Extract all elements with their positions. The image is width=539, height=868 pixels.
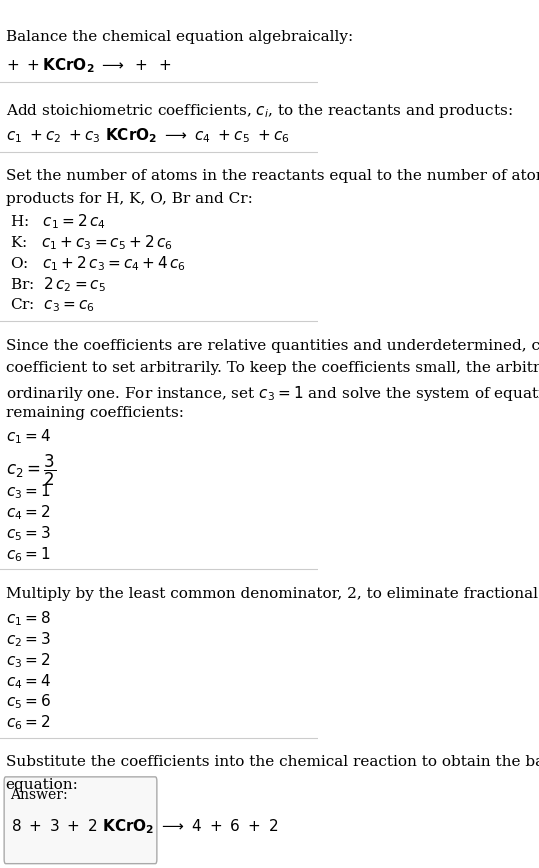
- Text: ordinarily one. For instance, set $c_3 = 1$ and solve the system of equations fo: ordinarily one. For instance, set $c_3 =…: [6, 384, 539, 403]
- Text: $c_6 = 1$: $c_6 = 1$: [6, 545, 50, 564]
- Text: $c_5 = 3$: $c_5 = 3$: [6, 524, 51, 543]
- Text: Substitute the coefficients into the chemical reaction to obtain the balanced: Substitute the coefficients into the che…: [6, 755, 539, 769]
- Text: Balance the chemical equation algebraically:: Balance the chemical equation algebraica…: [6, 30, 353, 44]
- Text: equation:: equation:: [6, 778, 79, 792]
- Text: K:   $c_1 + c_3 = c_5 + 2\,c_6$: K: $c_1 + c_3 = c_5 + 2\,c_6$: [10, 233, 172, 253]
- Text: Multiply by the least common denominator, 2, to eliminate fractional coefficient: Multiply by the least common denominator…: [6, 587, 539, 601]
- Text: remaining coefficients:: remaining coefficients:: [6, 406, 184, 420]
- Text: Br:  $2\,c_2 = c_5$: Br: $2\,c_2 = c_5$: [10, 275, 106, 294]
- Text: Set the number of atoms in the reactants equal to the number of atoms in the: Set the number of atoms in the reactants…: [6, 169, 539, 183]
- Text: $c_4 = 2$: $c_4 = 2$: [6, 503, 50, 523]
- Text: coefficient to set arbitrarily. To keep the coefficients small, the arbitrary va: coefficient to set arbitrarily. To keep …: [6, 361, 539, 375]
- Text: Add stoichiometric coefficients, $c_i$, to the reactants and products:: Add stoichiometric coefficients, $c_i$, …: [6, 102, 513, 120]
- Text: products for H, K, O, Br and Cr:: products for H, K, O, Br and Cr:: [6, 192, 253, 206]
- Text: Answer:: Answer:: [10, 788, 68, 802]
- Text: $8\ +\ 3\ +\ 2\ \mathbf{KCrO_2}\ \longrightarrow\ 4\ +\ 6\ +\ 2$: $8\ +\ 3\ +\ 2\ \mathbf{KCrO_2}\ \longri…: [10, 817, 278, 836]
- Text: Since the coefficients are relative quantities and underdetermined, choose a: Since the coefficients are relative quan…: [6, 339, 539, 352]
- Text: $c_3 = 1$: $c_3 = 1$: [6, 483, 50, 502]
- Text: Cr:  $c_3 = c_6$: Cr: $c_3 = c_6$: [10, 296, 94, 313]
- Text: $c_4 = 4$: $c_4 = 4$: [6, 672, 51, 691]
- Text: $c_2 = 3$: $c_2 = 3$: [6, 630, 51, 649]
- Text: $c_3 = 2$: $c_3 = 2$: [6, 651, 50, 670]
- Text: $c_1 = 4$: $c_1 = 4$: [6, 427, 51, 446]
- Text: $c_5 = 6$: $c_5 = 6$: [6, 693, 51, 712]
- Text: $c_1\ +c_2\ +c_3\ \mathbf{KCrO_2}\ \longrightarrow\ c_4\ +c_5\ +c_6$: $c_1\ +c_2\ +c_3\ \mathbf{KCrO_2}\ \long…: [6, 126, 289, 145]
- FancyBboxPatch shape: [4, 777, 157, 864]
- Text: O:   $c_1 + 2\,c_3 = c_4 + 4\,c_6$: O: $c_1 + 2\,c_3 = c_4 + 4\,c_6$: [10, 254, 185, 273]
- Text: $c_6 = 2$: $c_6 = 2$: [6, 713, 50, 733]
- Text: H:   $c_1 = 2\,c_4$: H: $c_1 = 2\,c_4$: [10, 213, 106, 232]
- Text: $+\ +\mathbf{KCrO_2}\ \longrightarrow\ +\ +$: $+\ +\mathbf{KCrO_2}\ \longrightarrow\ +…: [6, 56, 171, 76]
- Text: $c_2 = \dfrac{3}{2}$: $c_2 = \dfrac{3}{2}$: [6, 453, 56, 489]
- Text: $c_1 = 8$: $c_1 = 8$: [6, 609, 51, 628]
